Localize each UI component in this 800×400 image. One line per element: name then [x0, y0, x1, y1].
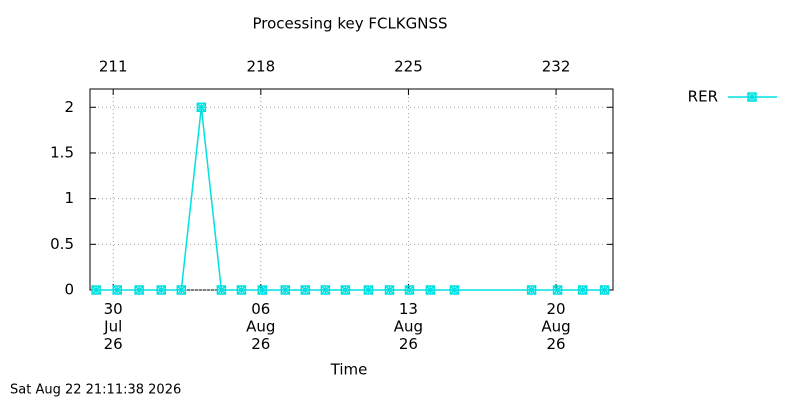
point [216, 285, 227, 295]
point [599, 285, 610, 295]
x-axis-label: Time [330, 361, 368, 379]
x-tick-label: 06 Aug 26 [246, 300, 275, 353]
x-tick-label: 20 Aug 26 [541, 300, 570, 353]
x-tick-label: 30 Jul 26 [103, 300, 123, 353]
point [340, 285, 351, 295]
point [320, 285, 331, 295]
series-line [96, 107, 605, 291]
point [577, 285, 588, 295]
point [526, 285, 537, 295]
point [363, 285, 374, 295]
timestamp: Sat Aug 22 21:11:38 2026 [10, 383, 181, 398]
point [112, 285, 122, 295]
point [257, 285, 268, 295]
point [196, 102, 207, 113]
point [236, 285, 247, 295]
x2-tick-label: 211 [99, 58, 128, 76]
legend-label: RER [688, 88, 718, 106]
point [425, 285, 436, 295]
point [156, 285, 167, 295]
point [280, 285, 291, 295]
y-tick-label: 2 [64, 98, 74, 116]
x2-tick-label: 232 [542, 58, 571, 76]
y-tick-label: 0.5 [50, 235, 74, 253]
chart-title: Processing key FCLKGNSS [252, 15, 447, 33]
x-tick-label: 13 Aug 26 [394, 300, 423, 353]
point [134, 285, 144, 295]
plot-frame [89, 88, 614, 291]
point [552, 285, 563, 295]
y-tick-label: 1 [64, 189, 74, 207]
y-tick-label: 0 [64, 281, 74, 299]
legend-marker [747, 92, 757, 102]
point [176, 285, 187, 295]
point [449, 285, 460, 295]
x2-tick-label: 218 [246, 58, 275, 76]
y-tick-label: 1.5 [50, 143, 74, 161]
point [300, 285, 311, 295]
x2-tick-label: 225 [394, 58, 423, 76]
point [404, 285, 415, 295]
point [91, 285, 101, 295]
point [384, 285, 395, 295]
